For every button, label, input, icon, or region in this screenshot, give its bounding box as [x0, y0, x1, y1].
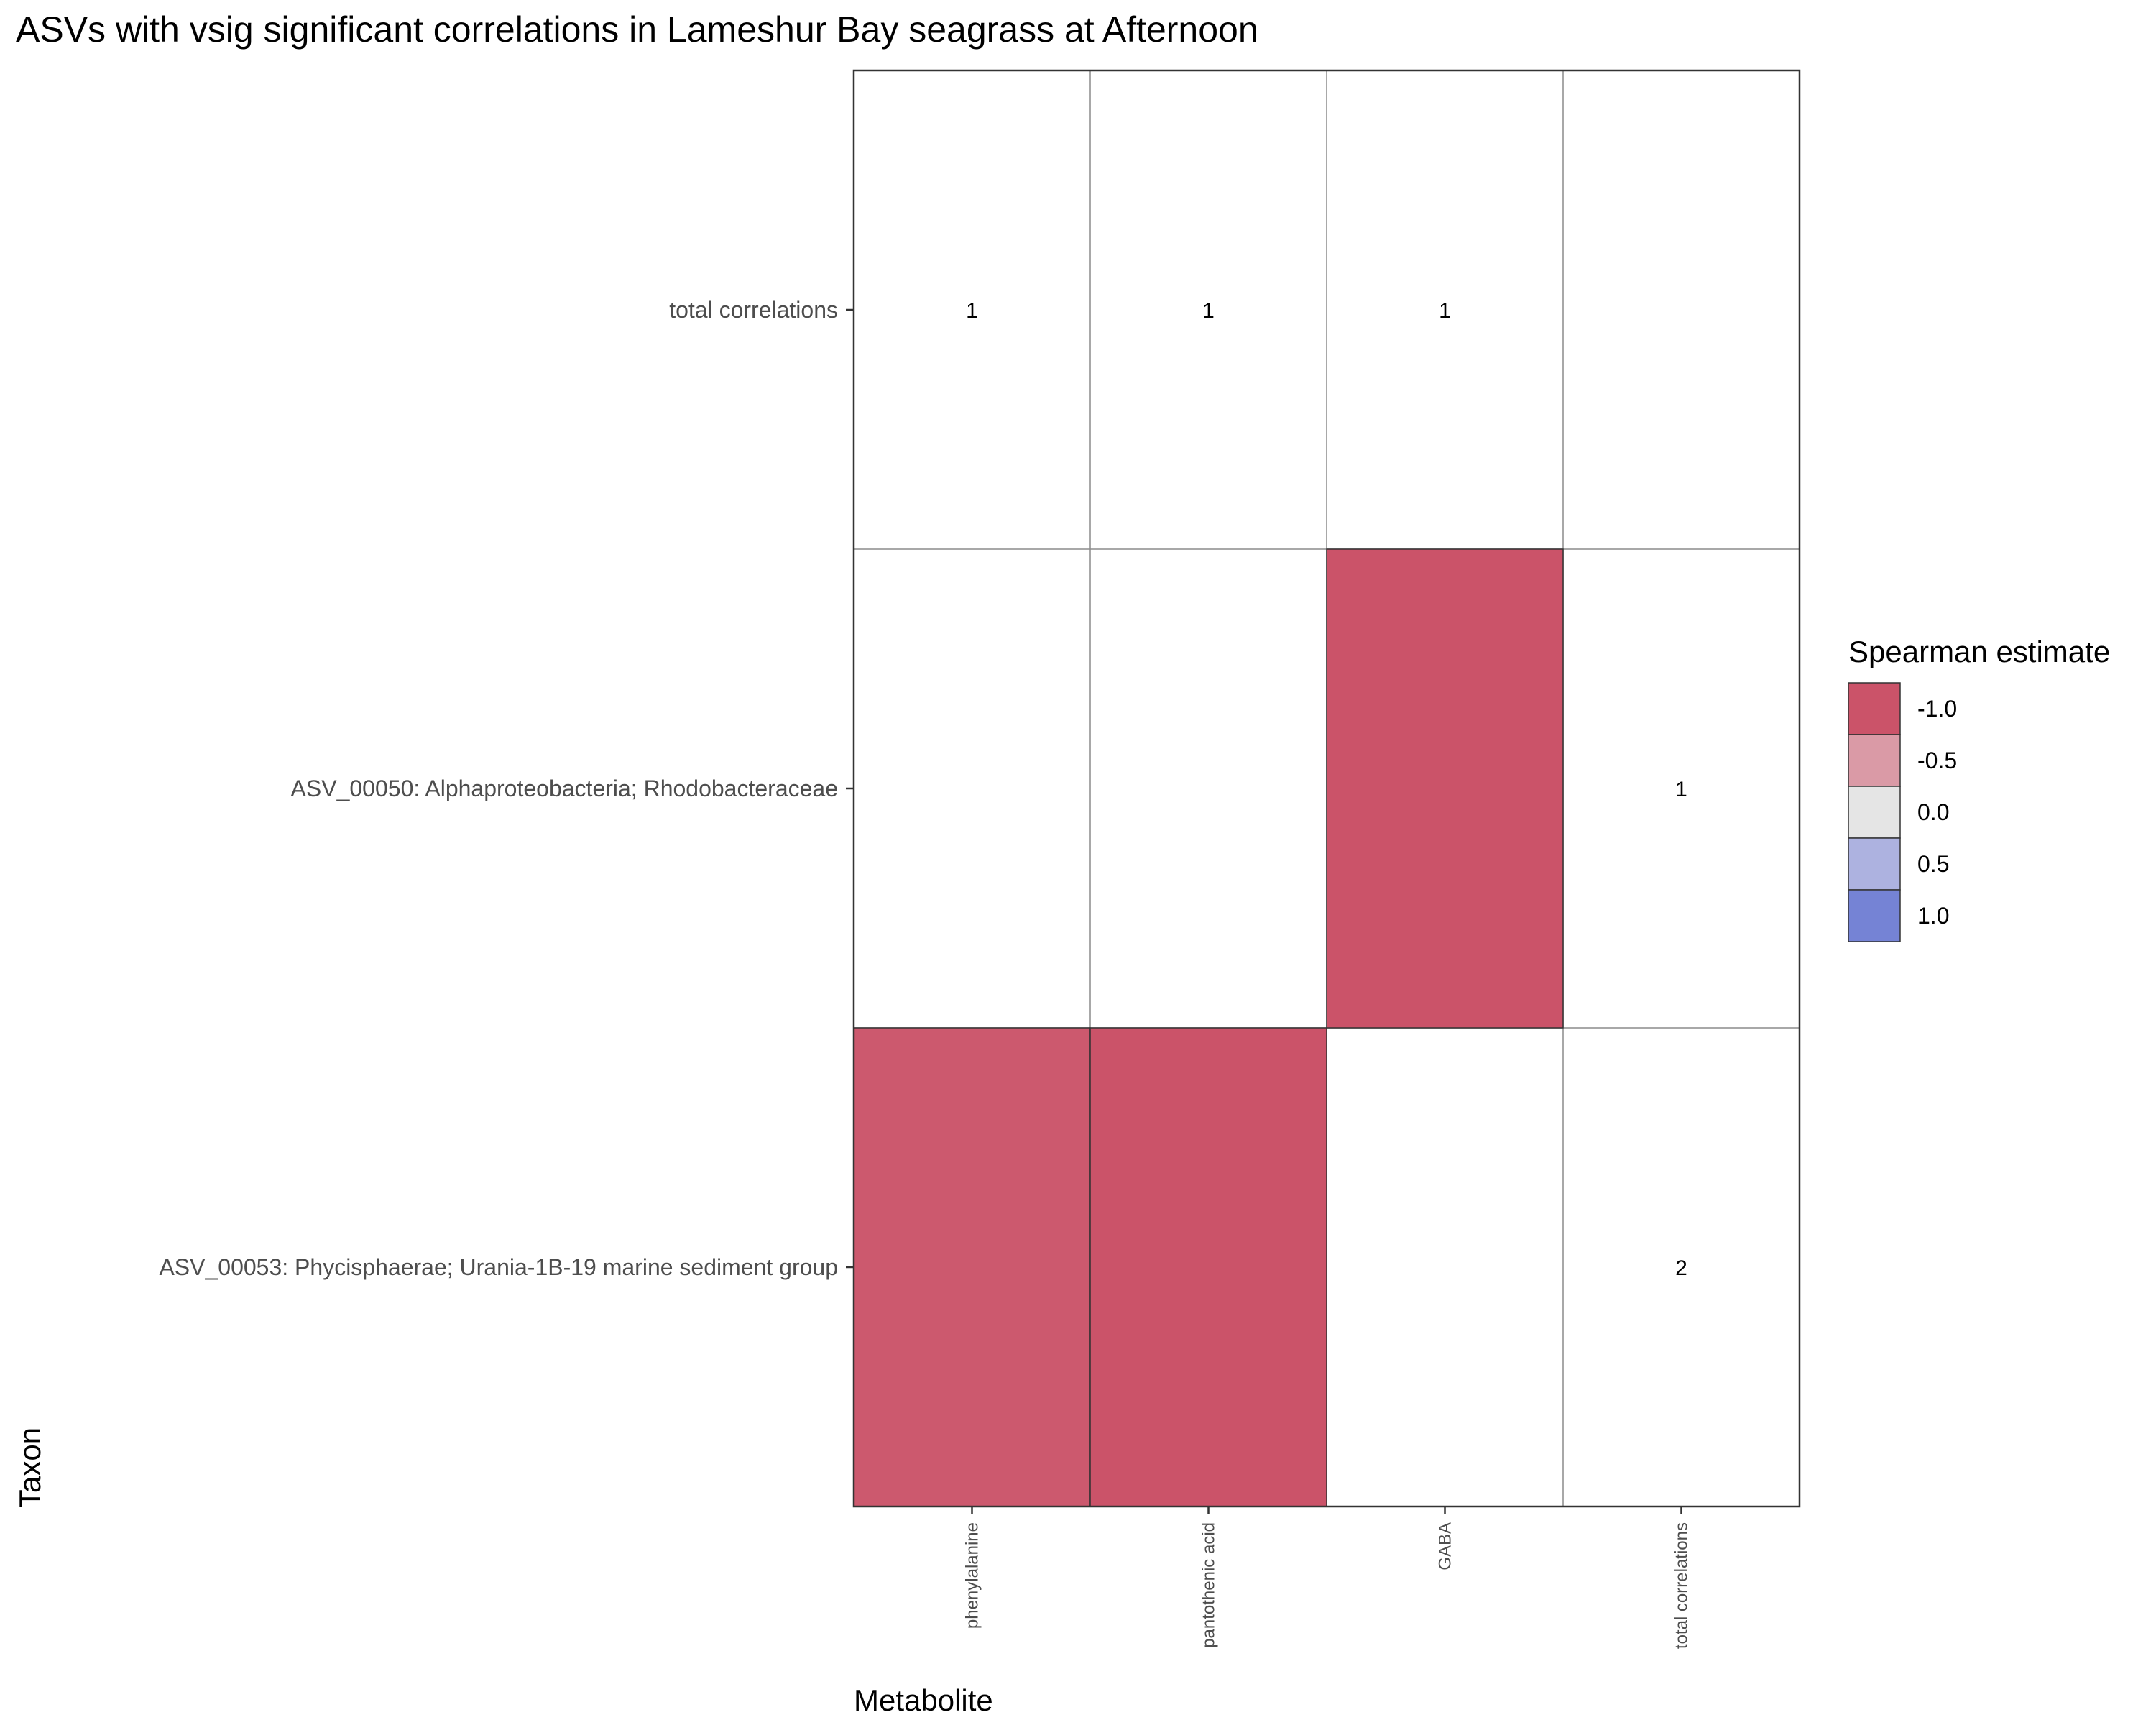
count-label: 1	[1202, 299, 1215, 323]
count-label: 1	[1439, 299, 1451, 323]
chart-title: ASVs with vsig significant correlations …	[16, 9, 1258, 50]
legend-label: -1.0	[1917, 696, 1957, 722]
legend-key	[1848, 683, 1900, 735]
x-tick-label: total correlations	[1672, 1522, 1692, 1649]
legend-key	[1848, 786, 1900, 838]
x-tick-label: pantothenic acid	[1199, 1522, 1219, 1648]
y-tick-label: ASV_00053: Phycisphaerae; Urania-1B-19 m…	[159, 1254, 838, 1280]
count-label: 1	[966, 299, 978, 323]
x-tick-label: GABA	[1436, 1522, 1455, 1570]
heatmap-cell	[854, 1028, 1090, 1506]
legend-title: Spearman estimate	[1848, 635, 2110, 668]
legend-key	[1848, 890, 1900, 942]
legend-label: -0.5	[1917, 748, 1957, 773]
legend: Spearman estimate -1.0 -0.5 0.0 0.5 1.0	[1848, 635, 2110, 942]
heatmap-cell	[1327, 549, 1563, 1028]
count-label: 1	[1675, 778, 1687, 801]
heatmap-cell	[1090, 1028, 1327, 1506]
y-axis-title: Taxon	[13, 1427, 47, 1508]
legend-key	[1848, 735, 1900, 786]
y-tick-label: total correlations	[669, 297, 838, 323]
x-axis-title: Metabolite	[854, 1683, 993, 1717]
legend-key	[1848, 838, 1900, 890]
legend-label: 0.0	[1917, 799, 1949, 825]
y-axis: total correlations ASV_00050: Alphaproteo…	[159, 297, 854, 1280]
y-tick-label: ASV_00050: Alphaproteobacteria; Rhodobac…	[291, 776, 838, 801]
count-label: 2	[1675, 1256, 1687, 1280]
x-tick-label: phenylalanine	[963, 1522, 982, 1629]
x-axis: phenylalanine pantothenic acid GABA total c…	[963, 1506, 1692, 1649]
legend-label: 1.0	[1917, 903, 1949, 929]
legend-label: 0.5	[1917, 851, 1949, 877]
heatmap-grid: 1 1 1 1 2	[854, 70, 1800, 1506]
